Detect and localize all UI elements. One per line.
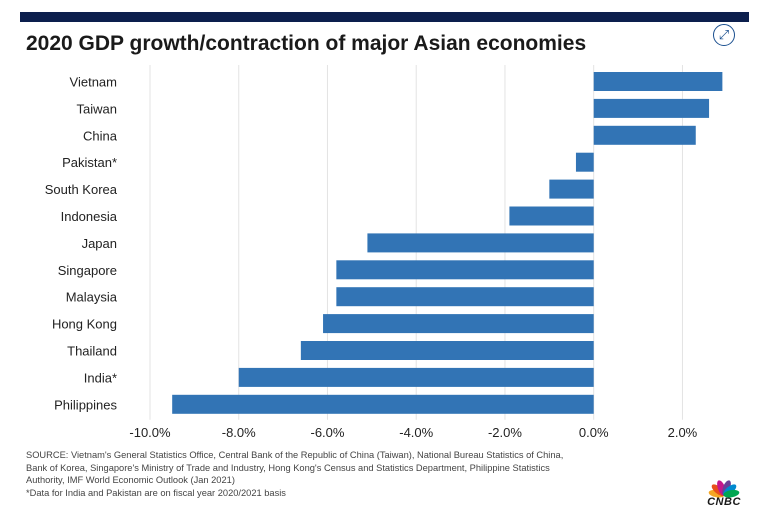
- logo-text: CNBC: [707, 496, 741, 508]
- bar: [549, 179, 594, 199]
- bar: [336, 287, 594, 307]
- expand-arrows-icon[interactable]: ⤢: [713, 24, 735, 46]
- category-label: China: [83, 128, 118, 143]
- x-tick-label: -6.0%: [310, 425, 344, 440]
- source-line: SOURCE: Vietnam's General Statistics Off…: [26, 450, 564, 460]
- category-label: Indonesia: [61, 209, 118, 224]
- peacock-feather: [723, 489, 740, 498]
- category-label: India*: [84, 370, 117, 385]
- category-label: Pakistan*: [62, 155, 117, 170]
- bars: [172, 72, 723, 414]
- footnote: *Data for India and Pakistan are on fisc…: [26, 487, 286, 498]
- bar: [172, 394, 594, 414]
- category-label: Thailand: [67, 344, 117, 359]
- top-accent-bar: [20, 12, 749, 22]
- category-label: Japan: [82, 236, 117, 251]
- category-label: Vietnam: [70, 75, 117, 90]
- category-label: Hong Kong: [52, 317, 117, 332]
- x-tick-label: -2.0%: [488, 425, 522, 440]
- bar: [336, 260, 594, 280]
- bar-chart: Vietnam Taiwan China Pakistan* South Korea In…: [45, 65, 723, 440]
- peacock-logo-icon: [708, 480, 740, 498]
- cnbc-logo: CNBC: [699, 470, 749, 510]
- category-label: Philippines: [54, 397, 117, 412]
- bar: [300, 341, 594, 360]
- bar: [323, 314, 594, 334]
- bar: [367, 233, 594, 253]
- x-tick-labels: -10.0% -8.0% -6.0% -4.0% -2.0% 0.0% 2.0%: [129, 425, 697, 440]
- source-line: Authority, IMF World Economic Outlook (J…: [26, 475, 235, 486]
- bar: [238, 367, 594, 387]
- x-tick-label: -4.0%: [399, 425, 433, 440]
- x-tick-label: -10.0%: [129, 425, 171, 440]
- source-note: SOURCE: Vietnam's General Statistics Off…: [26, 449, 696, 499]
- x-tick-label: 0.0%: [579, 425, 609, 440]
- bar: [509, 206, 594, 226]
- x-tick-label: -8.0%: [222, 425, 256, 440]
- bar: [593, 125, 696, 145]
- category-labels: Vietnam Taiwan China Pakistan* South Korea In…: [45, 75, 118, 413]
- bar: [575, 152, 594, 172]
- category-label: Malaysia: [66, 290, 118, 305]
- bar: [593, 72, 723, 91]
- source-line: Bank of Korea, Singapore's Ministry of T…: [26, 462, 550, 473]
- category-label: South Korea: [45, 182, 118, 197]
- chart-title: 2020 GDP growth/contraction of major Asi…: [26, 32, 587, 55]
- bar: [593, 98, 710, 118]
- x-tick-label: 2.0%: [668, 425, 698, 440]
- category-label: Taiwan: [77, 101, 117, 116]
- category-label: Singapore: [58, 263, 117, 278]
